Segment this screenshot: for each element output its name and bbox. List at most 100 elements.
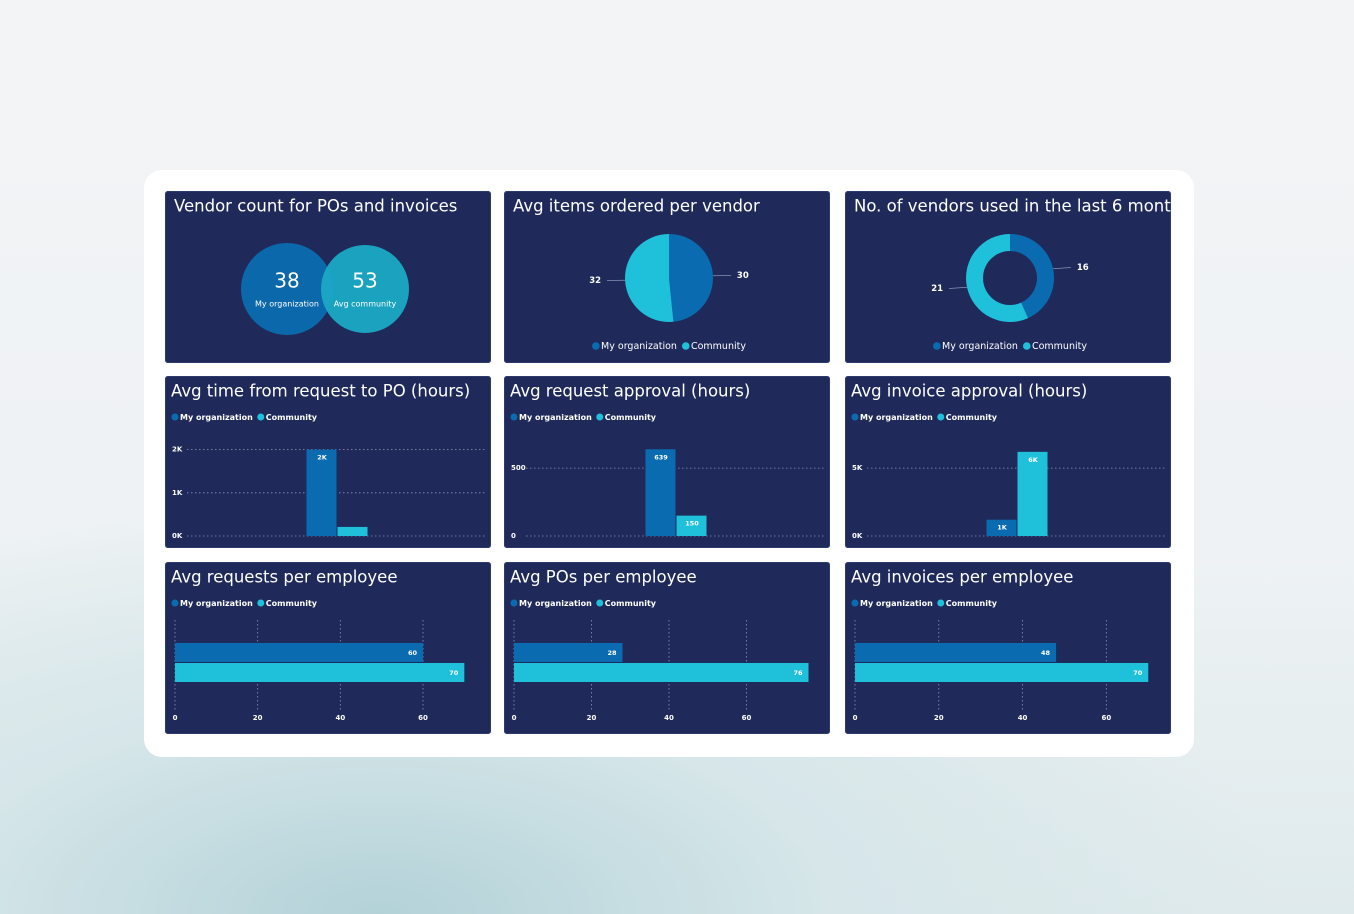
data-label: 70 bbox=[1133, 669, 1143, 677]
x-tick-label: 20 bbox=[587, 714, 597, 722]
pie-slice bbox=[669, 234, 713, 322]
legend-label: Community bbox=[946, 413, 998, 422]
bar bbox=[175, 663, 465, 682]
chart-panel: Avg POs per employee My organization Commu… bbox=[504, 562, 830, 734]
chart-panel: No. of vendors used in the last 6 months… bbox=[845, 191, 1171, 363]
data-label: 2K bbox=[317, 454, 328, 462]
legend-label: My organization bbox=[860, 413, 933, 422]
y-tick-label: 0 bbox=[511, 532, 516, 540]
chart-panel: Avg time from request to PO (hours) My or… bbox=[165, 376, 491, 548]
y-tick-label: 5K bbox=[852, 464, 863, 472]
data-label: 48 bbox=[1041, 649, 1051, 657]
chart-title: Avg POs per employee bbox=[510, 568, 697, 587]
bar bbox=[855, 663, 1149, 682]
y-tick-label: 500 bbox=[511, 464, 526, 472]
chart-title: Avg items ordered per vendor bbox=[513, 197, 760, 216]
data-label: 6K bbox=[1028, 456, 1039, 464]
x-tick-label: 40 bbox=[664, 714, 674, 722]
legend-label: My organization bbox=[519, 599, 592, 608]
chart-title: No. of vendors used in the last 6 months bbox=[854, 197, 1171, 216]
legend-dot bbox=[257, 599, 265, 607]
venn-circle bbox=[321, 245, 409, 333]
legend-dot bbox=[933, 342, 941, 350]
panel-background bbox=[845, 191, 1171, 363]
chart-title: Avg invoices per employee bbox=[851, 568, 1073, 587]
panel-background bbox=[504, 562, 830, 734]
legend-label: My organization bbox=[942, 341, 1018, 352]
legend-dot bbox=[510, 599, 518, 607]
bar bbox=[306, 449, 337, 536]
y-tick-label: 0K bbox=[852, 532, 863, 540]
legend-label: Community bbox=[266, 599, 318, 608]
data-label: 76 bbox=[793, 669, 803, 677]
chart-title: Avg requests per employee bbox=[171, 568, 397, 587]
x-tick-label: 40 bbox=[335, 714, 345, 722]
legend-label: My organization bbox=[180, 413, 253, 422]
x-tick-label: 0 bbox=[853, 714, 858, 722]
legend-label: My organization bbox=[601, 341, 677, 352]
legend-label: My organization bbox=[180, 599, 253, 608]
chart-panel: Vendor count for POs and invoices 38 My or… bbox=[165, 191, 491, 363]
value-label: 30 bbox=[737, 271, 749, 281]
x-tick-label: 60 bbox=[418, 714, 428, 722]
legend-dot bbox=[1022, 342, 1031, 350]
x-tick-label: 60 bbox=[1101, 714, 1111, 722]
legend-dot bbox=[851, 599, 859, 607]
x-tick-label: 20 bbox=[934, 714, 944, 722]
legend-label: Community bbox=[691, 341, 746, 352]
bar bbox=[337, 526, 368, 536]
chart-title: Avg request approval (hours) bbox=[510, 382, 750, 401]
data-label: 639 bbox=[654, 453, 668, 461]
bar bbox=[175, 643, 423, 662]
y-tick-label: 1K bbox=[172, 489, 183, 497]
leader-line bbox=[949, 286, 968, 289]
data-label: 1K bbox=[997, 524, 1008, 532]
value-label: 53 bbox=[352, 269, 377, 293]
leader-line bbox=[1052, 267, 1071, 270]
legend-label: Community bbox=[605, 413, 657, 422]
panel-background bbox=[845, 376, 1171, 548]
legend-dot bbox=[171, 599, 179, 607]
bar bbox=[645, 449, 676, 536]
legend-label: Community bbox=[946, 599, 998, 608]
chart-title: Vendor count for POs and invoices bbox=[174, 197, 457, 216]
category-label: My organization bbox=[255, 300, 319, 309]
data-label: 150 bbox=[685, 520, 699, 528]
bar bbox=[1017, 451, 1048, 536]
legend-dot bbox=[510, 413, 518, 421]
chart-title: Avg invoice approval (hours) bbox=[851, 382, 1087, 401]
legend-dot bbox=[596, 413, 604, 421]
legend-dot bbox=[937, 413, 945, 421]
bar bbox=[514, 643, 623, 662]
value-label: 16 bbox=[1077, 263, 1089, 273]
venn-circle bbox=[241, 243, 333, 335]
x-tick-label: 60 bbox=[742, 714, 752, 722]
chart-panel: Avg invoices per employee My organization… bbox=[845, 562, 1171, 734]
legend-dot bbox=[681, 342, 690, 350]
chart-panel: Avg request approval (hours) My organizat… bbox=[504, 376, 830, 548]
x-tick-label: 0 bbox=[512, 714, 517, 722]
legend-dot bbox=[937, 599, 945, 607]
y-tick-label: 2K bbox=[172, 446, 183, 454]
legend-dot bbox=[171, 413, 179, 421]
value-label: 21 bbox=[931, 284, 943, 294]
chart-panel: Avg invoice approval (hours) My organizat… bbox=[845, 376, 1171, 548]
legend-label: Community bbox=[605, 599, 657, 608]
pie-slice bbox=[1010, 234, 1054, 319]
data-label: 70 bbox=[449, 669, 459, 677]
legend-label: My organization bbox=[860, 599, 933, 608]
legend-dot bbox=[851, 413, 859, 421]
bar bbox=[986, 519, 1017, 536]
data-label: 28 bbox=[607, 649, 617, 657]
legend-label: Community bbox=[266, 413, 318, 422]
legend-dot bbox=[592, 342, 600, 350]
pie-slice bbox=[624, 234, 674, 322]
legend-label: Community bbox=[1032, 341, 1087, 352]
pie-slice bbox=[966, 234, 1029, 322]
chart-panel: Avg items ordered per vendor 30 32 My organ… bbox=[504, 191, 830, 363]
x-tick-label: 0 bbox=[173, 714, 178, 722]
value-label: 32 bbox=[589, 276, 601, 286]
category-label: Avg community bbox=[334, 300, 397, 309]
y-tick-label: 0K bbox=[172, 532, 183, 540]
